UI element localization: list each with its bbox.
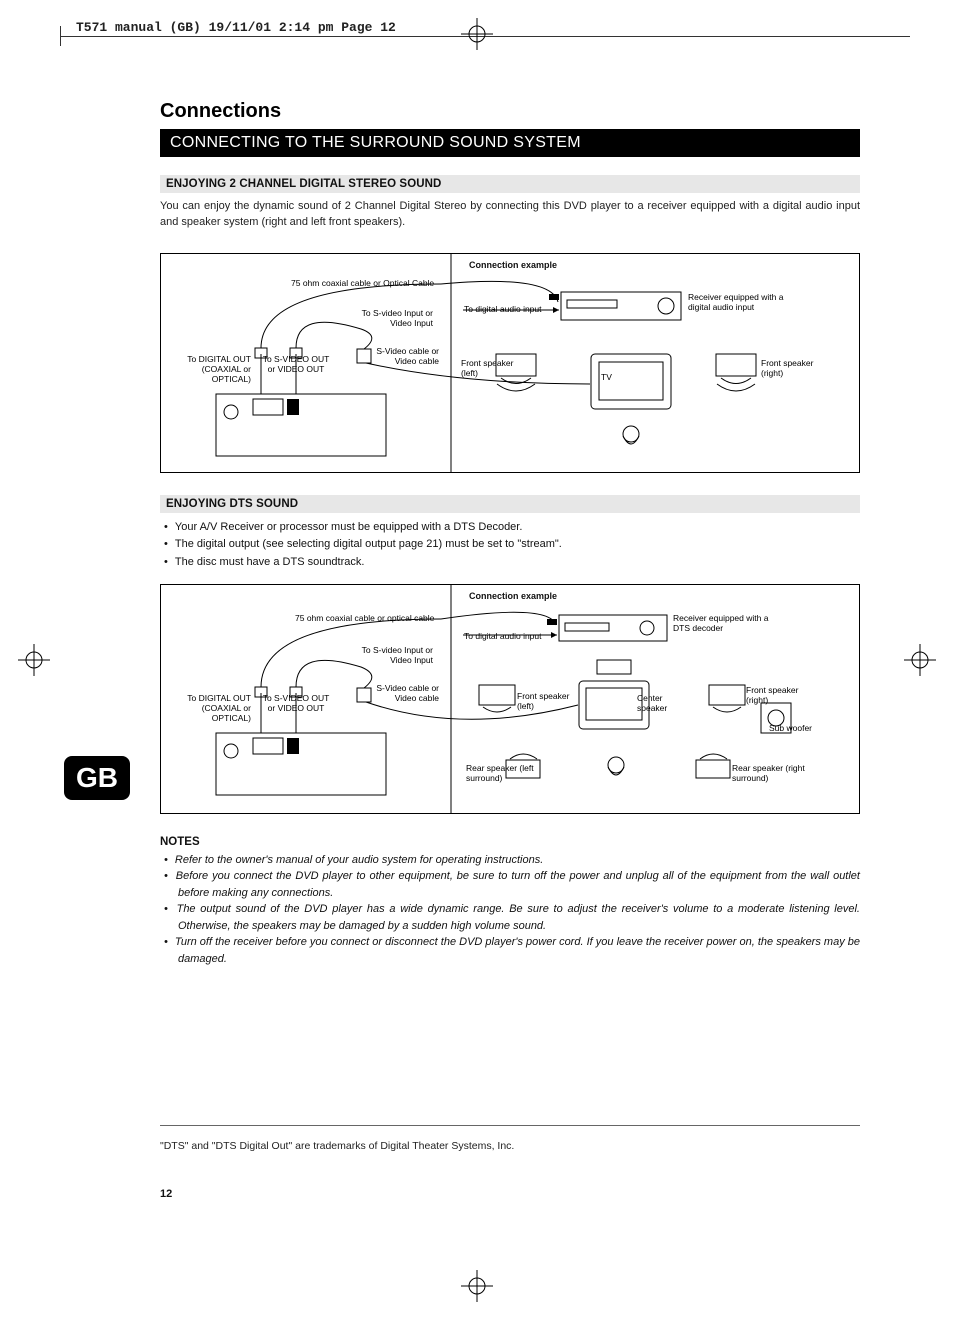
- list-item: The disc must have a DTS soundtrack.: [178, 554, 860, 572]
- d2-cable-top: 75 ohm coaxial cable or optical cable: [295, 613, 434, 623]
- section2-heading: ENJOYING DTS SOUND: [160, 495, 860, 513]
- header-tick: [60, 26, 61, 46]
- list-item: The digital output (see selecting digita…: [178, 536, 860, 554]
- notes-list: Refer to the owner's manual of your audi…: [160, 852, 860, 968]
- list-item: Your A/V Receiver or processor must be e…: [178, 519, 860, 537]
- d1-cable-top: 75 ohm coaxial cable or Optical Cable: [291, 278, 434, 288]
- crop-mark-top: [461, 18, 493, 50]
- footer-area: "DTS" and "DTS Digital Out" are trademar…: [160, 1125, 860, 1200]
- crop-mark-bottom: [461, 1270, 493, 1302]
- d1-digital-out: To DIGITAL OUT (COAXIAL or OPTICAL): [165, 354, 251, 384]
- d1-svideo-in: To S-video Input or Video Input: [353, 308, 433, 328]
- page-number: 12: [160, 1188, 860, 1200]
- trademark-text: "DTS" and "DTS Digital Out" are trademar…: [160, 1140, 860, 1152]
- diagram-2: Connection example 75 ohm coaxial cable …: [160, 584, 860, 814]
- d2-digital-out: To DIGITAL OUT (COAXIAL or OPTICAL): [163, 693, 251, 723]
- d1-fl: Front speaker (left): [461, 358, 516, 378]
- d1-tv: TV: [601, 372, 612, 382]
- footer-rule: [160, 1125, 860, 1126]
- d2-svideo-out: To S-VIDEO OUT or VIDEO OUT: [261, 693, 331, 713]
- language-badge: GB: [64, 756, 130, 800]
- d2-fl: Front speaker (left): [517, 691, 575, 711]
- d1-svideo-cable: S-Video cable or Video cable: [361, 346, 439, 366]
- page-root: T571 manual (GB) 19/11/01 2:14 pm Page 1…: [0, 0, 954, 1320]
- d2-rr: Rear speaker (right surround): [732, 763, 812, 783]
- d2-rl: Rear speaker (left surround): [466, 763, 536, 783]
- d2-sub: Sub woofer: [769, 723, 827, 733]
- language-tab: GB: [0, 756, 130, 800]
- d2-svideo-in: To S-video Input or Video Input: [353, 645, 433, 665]
- d1-svideo-out: To S-VIDEO OUT or VIDEO OUT: [261, 354, 331, 374]
- d2-svideo-cable: S-Video cable or Video cable: [361, 683, 439, 703]
- diagram-1: Connection example 75 ohm coaxial cable …: [160, 253, 860, 473]
- d2-digital-in: To digital audio input: [464, 631, 542, 641]
- section2-bullets: Your A/V Receiver or processor must be e…: [160, 519, 860, 572]
- print-header: T571 manual (GB) 19/11/01 2:14 pm Page 1…: [76, 20, 396, 35]
- d2-fr: Front speaker (right): [746, 685, 804, 705]
- list-item: Before you connect the DVD player to oth…: [178, 868, 860, 901]
- d1-fr: Front speaker (right): [761, 358, 816, 378]
- d2-receiver: Receiver equipped with a DTS decoder: [673, 613, 783, 633]
- page-title: Connections: [160, 100, 860, 123]
- content-area: Connections CONNECTING TO THE SURROUND S…: [160, 100, 860, 967]
- list-item: Turn off the receiver before you connect…: [178, 934, 860, 967]
- crop-mark-left: [18, 644, 50, 676]
- section-bar: CONNECTING TO THE SURROUND SOUND SYSTEM: [160, 129, 860, 157]
- d2-center: Center speaker: [637, 693, 695, 713]
- list-item: Refer to the owner's manual of your audi…: [178, 852, 860, 869]
- section1-heading: ENJOYING 2 CHANNEL DIGITAL STEREO SOUND: [160, 175, 860, 193]
- diagram2-title: Connection example: [469, 591, 557, 601]
- section1-body: You can enjoy the dynamic sound of 2 Cha…: [160, 199, 860, 231]
- list-item: The output sound of the DVD player has a…: [178, 901, 860, 934]
- diagram1-title: Connection example: [469, 260, 557, 270]
- crop-mark-right: [904, 644, 936, 676]
- d1-digital-in: To digital audio input: [464, 304, 542, 314]
- d1-receiver: Receiver equipped with a digital audio i…: [688, 292, 798, 312]
- notes-title: NOTES: [160, 836, 860, 848]
